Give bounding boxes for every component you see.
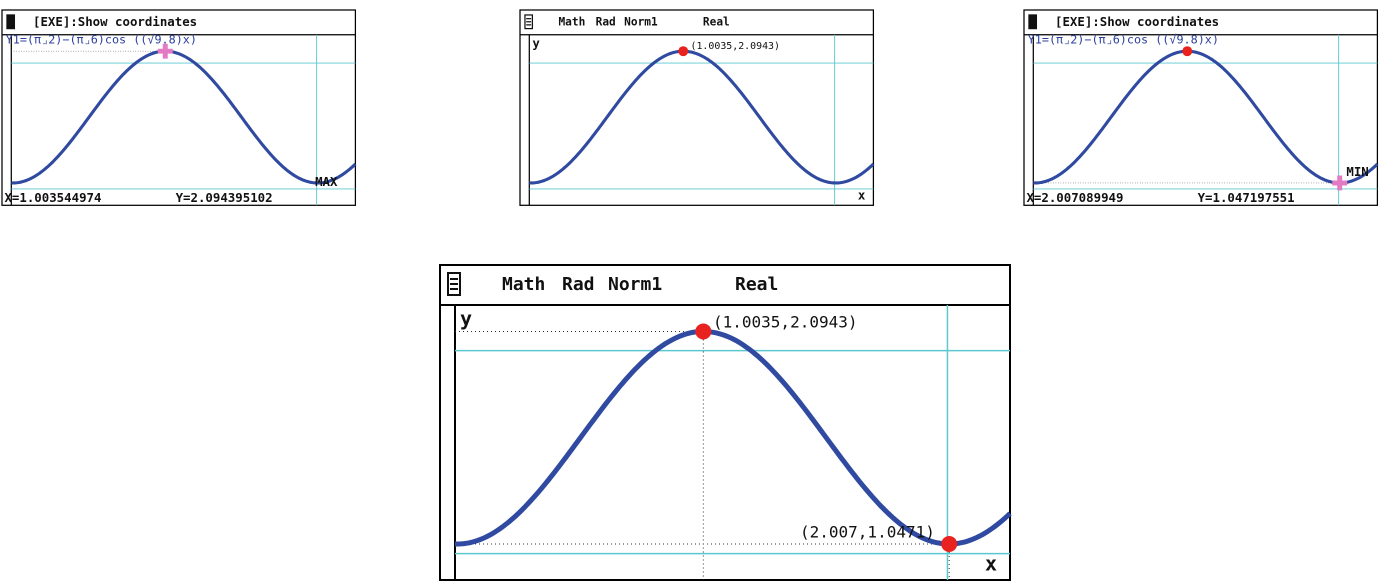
x-readout: X=1.003544974	[4, 190, 101, 205]
status-tag: Rad	[562, 274, 595, 295]
calculator-screen: Math Rad Norm1 Real y x (1.0035,2.0943)	[520, 10, 873, 205]
y-axis-label: y	[532, 36, 540, 51]
point-marker	[941, 536, 957, 552]
point-label: (1.0035,2.0943)	[713, 313, 858, 332]
status-tag: Real	[735, 274, 778, 295]
x-axis-label: x	[858, 188, 866, 203]
battery-icon	[1029, 15, 1036, 29]
status-tag: Math	[558, 15, 585, 28]
calculator-screen: [EXE]:Show coordinates Y1=(π⌟2)−(π⌟6)cos…	[1024, 10, 1377, 205]
status-tag: Rad	[596, 15, 616, 28]
point-marker	[695, 323, 711, 339]
status-text: [EXE]:Show coordinates	[33, 14, 197, 29]
point-label: (1.0035,2.0943)	[691, 41, 780, 52]
screenshot: [EXE]:Show coordinates Y1=(π⌟2)−(π⌟6)cos…	[0, 0, 1379, 586]
formula: Y1=(π⌟2)−(π⌟6)cos ((√9.8)x)	[6, 32, 197, 46]
x-axis-label: x	[985, 552, 997, 576]
battery-icon	[7, 15, 14, 29]
y-axis-label: y	[460, 307, 472, 331]
status-tag: Norm1	[608, 274, 662, 295]
status-tag: Norm1	[624, 15, 658, 28]
screen-frame	[520, 10, 873, 205]
point-marker	[1182, 46, 1192, 56]
y-readout: Y=2.094395102	[176, 190, 273, 205]
status-tag: Real	[703, 15, 730, 28]
calculator-screen: Math Rad Norm1 Real y x (1.0035,2.0943) …	[440, 265, 1010, 580]
marker-label: MIN	[1346, 164, 1368, 179]
graph	[520, 10, 873, 205]
status-text: [EXE]:Show coordinates	[1055, 14, 1219, 29]
y-readout: Y=1.047197551	[1198, 190, 1295, 205]
page: {"screens": [ {"status": "[EXE]:Show coo…	[0, 0, 1379, 586]
point-label: (2.007,1.0471)	[800, 523, 935, 542]
x-readout: X=2.007089949	[1026, 190, 1123, 205]
marker-label: MAX	[315, 174, 338, 189]
status-tag: Math	[502, 274, 545, 295]
formula: Y1=(π⌟2)−(π⌟6)cos ((√9.8)x)	[1028, 32, 1219, 46]
calculator-screen: [EXE]:Show coordinates Y1=(π⌟2)−(π⌟6)cos…	[2, 10, 355, 205]
point-marker	[678, 46, 688, 56]
